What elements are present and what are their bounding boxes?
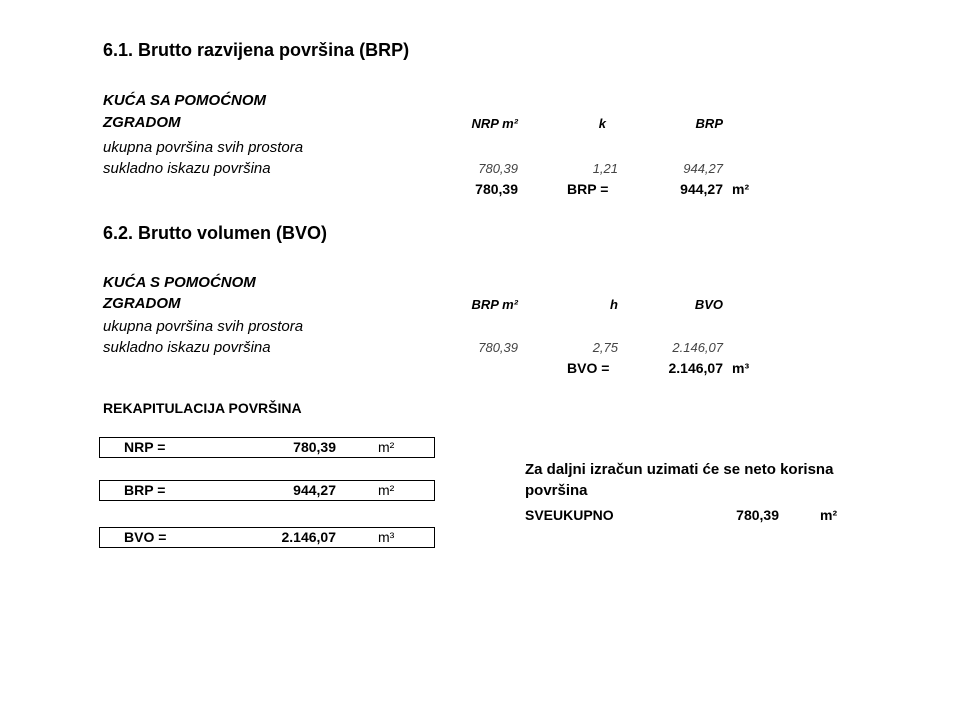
recap-label: BRP =: [124, 482, 166, 498]
bvo-h-value: 2,75: [592, 340, 618, 355]
brp-brp-value: 944,27: [683, 161, 723, 176]
col-header-k: k: [598, 116, 606, 131]
brp-total-unit: m²: [732, 181, 750, 197]
brp-section-title: 6.1. Brutto razvijena površina (BRP): [103, 40, 410, 60]
col-header-h: h: [610, 297, 618, 312]
recap-row-nrp: NRP = 780,39 m²: [99, 437, 435, 458]
brp-desc-1: ukupna površina svih prostora: [103, 139, 304, 156]
recap-row-bvo: BVO = 2.146,07 m³: [99, 527, 435, 548]
col-header-nrp: NRP m²: [471, 116, 518, 131]
col-header-brp: BRP: [695, 116, 723, 131]
note-total-label: SVEUKUPNO: [525, 507, 614, 523]
brp-k-value: 1,21: [592, 161, 618, 176]
bvo-section-title: 6.2. Brutto volumen (BVO): [103, 223, 328, 243]
note-line-1: Za daljni izračun uzimati će se neto kor…: [525, 461, 834, 478]
bvo-desc-1: ukupna površina svih prostora: [103, 318, 304, 335]
recap-unit: m²: [378, 482, 395, 498]
recap-value: 780,39: [293, 439, 336, 455]
recap-label: NRP =: [124, 439, 166, 455]
brp-total-value: 944,27: [680, 181, 723, 197]
recap-unit: m²: [378, 439, 395, 455]
recap-row-brp: BRP = 944,27 m²: [99, 480, 435, 501]
note-line-2: površina: [525, 482, 588, 499]
recap-value: 2.146,07: [281, 529, 337, 545]
note-total-value: 780,39: [736, 507, 779, 523]
brp-desc-2: sukladno iskazu površina: [103, 160, 271, 177]
recap-unit: m³: [378, 529, 395, 545]
recap-label: BVO =: [124, 529, 167, 545]
bvo-building-label-1: KUĆA S POMOĆNOM: [103, 274, 256, 291]
brp-building-label-2: ZGRADOM: [103, 114, 181, 131]
brp-total-nrp: 780,39: [475, 181, 518, 197]
recap-value: 944,27: [293, 482, 336, 498]
bvo-desc-2: sukladno iskazu površina: [103, 339, 271, 356]
bvo-bvo-value: 2.146,07: [672, 340, 723, 355]
col-header-bvo: BVO: [694, 297, 723, 312]
brp-building-label-1: KUĆA SA POMOĆNOM: [103, 92, 267, 109]
brp-total-label: BRP =: [567, 181, 609, 197]
brp-nrp-value: 780,39: [478, 161, 518, 176]
bvo-total-unit: m³: [732, 360, 750, 376]
recap-title: REKAPITULACIJA POVRŠINA: [103, 400, 302, 416]
bvo-brp-value: 780,39: [478, 340, 518, 355]
note-total-unit: m²: [820, 507, 838, 523]
bvo-total-label: BVO =: [567, 360, 610, 376]
bvo-building-label-2: ZGRADOM: [103, 295, 181, 312]
col-header-brp-m2: BRP m²: [471, 297, 518, 312]
bvo-total-value: 2.146,07: [668, 360, 724, 376]
